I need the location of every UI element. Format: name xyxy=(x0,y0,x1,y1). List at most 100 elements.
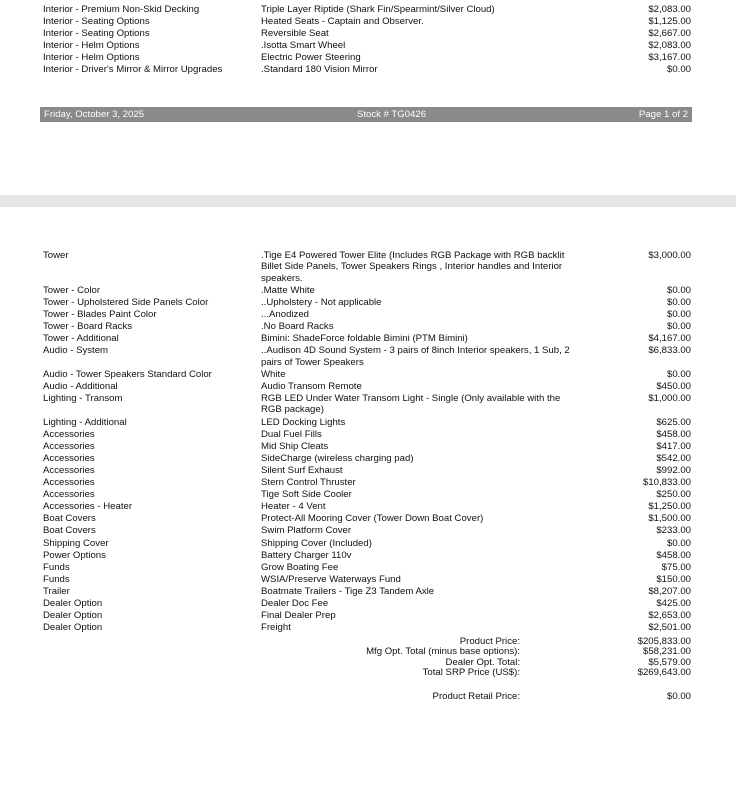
line-item: Audio - Additional Audio Transom Remote $4… xyxy=(43,381,691,393)
line-item: Lighting - Additional LED Docking Lights $… xyxy=(43,417,691,429)
item-item: Interior - Seating Options xyxy=(43,28,150,40)
item-item: Boat Covers xyxy=(43,513,96,525)
item-description: Tige Soft Side Cooler xyxy=(261,489,352,501)
footer-date: Friday, October 3, 2025 xyxy=(44,109,145,120)
total-label: Product Price: xyxy=(459,636,520,647)
footer-page: Page 1 of 2 xyxy=(638,109,688,120)
item-description: Heater - 4 Vent xyxy=(261,501,326,513)
line-item: Accessories - Heater Heater - 4 Vent $1,25… xyxy=(43,501,691,513)
item-description: Bimini: ShadeForce foldable Bimini (PTM … xyxy=(261,333,468,345)
item-price: $458.00 xyxy=(656,428,691,440)
line-item: Accessories Stern Control Thruster $10,833… xyxy=(43,477,691,489)
item-item: Audio - System xyxy=(43,345,109,357)
item-description: Heated Seats - Captain and Observer. xyxy=(261,16,424,28)
item-description: .Tige E4 Powered Tower Elite (Includes R… xyxy=(261,250,565,284)
item-item: Accessories - Heater xyxy=(43,501,133,513)
item-price: $0.00 xyxy=(666,64,691,76)
item-description: Audio Transom Remote xyxy=(261,380,362,392)
footer-stock: Stock # TG0426 xyxy=(356,109,427,120)
line-item: Tower .Tige E4 Powered Tower Elite (Inclu… xyxy=(43,250,691,285)
item-description: .No Board Racks xyxy=(261,321,334,333)
item-price: $1,250.00 xyxy=(648,501,691,513)
item-item: Audio - Additional xyxy=(43,380,118,392)
item-price: $3,000.00 xyxy=(648,250,691,261)
item-description: RGB LED Under Water Transom Light - Sing… xyxy=(261,393,561,416)
line-item: Tower - Additional Bimini: ShadeForce fol… xyxy=(43,333,691,345)
item-description: Triple Layer Riptide (Shark Fin/Spearmin… xyxy=(261,4,495,15)
item-price: $542.00 xyxy=(656,452,691,464)
item-price: $625.00 xyxy=(656,416,691,428)
total-value: $58,231.00 xyxy=(642,646,691,658)
item-item: Accessories xyxy=(43,452,95,464)
item-price: $450.00 xyxy=(656,380,691,392)
total-value: $205,833.00 xyxy=(637,636,691,647)
item-item: Interior - Helm Options xyxy=(43,52,140,64)
total-value: $5,579.00 xyxy=(648,656,691,668)
item-item: Tower - Board Racks xyxy=(43,321,133,333)
line-item: Tower - Upholstered Side Panels Color ..U… xyxy=(43,297,691,309)
item-description: WSIA/Preserve Waterways Fund xyxy=(261,573,401,585)
item-price: $425.00 xyxy=(656,597,691,609)
item-description: ..Audison 4D Sound System - 3 pairs of 8… xyxy=(261,345,570,368)
total-row: Total SRP Price (US$): $269,643.00 xyxy=(43,667,691,679)
item-item: Interior - Seating Options xyxy=(43,16,150,28)
line-item: Boat Covers Swim Platform Cover $233.00 xyxy=(43,525,691,537)
item-description: Battery Charger 110v xyxy=(261,549,352,561)
item-price: $75.00 xyxy=(661,561,691,573)
item-price: $8,207.00 xyxy=(648,585,691,597)
item-price: $3,167.00 xyxy=(648,52,691,64)
item-item: Trailer xyxy=(43,585,70,597)
line-item: Interior - Seating Options Reversible Sea… xyxy=(43,28,691,40)
item-item: Accessories xyxy=(43,489,95,501)
line-item: Accessories Silent Surf Exhaust $992.00 xyxy=(43,465,691,477)
item-item: Tower - Additional xyxy=(43,333,119,345)
item-description: Dual Fuel Fills xyxy=(261,428,322,440)
page2-rows: Tower .Tige E4 Powered Tower Elite (Inclu… xyxy=(43,250,691,634)
item-description: .Isotta Smart Wheel xyxy=(261,40,346,52)
line-item: Funds Grow Boating Fee $75.00 xyxy=(43,562,691,574)
item-description: Boatmate Trailers - Tige Z3 Tandem Axle xyxy=(261,585,435,597)
item-item: Tower - Upholstered Side Panels Color xyxy=(43,297,209,308)
total-label: Total SRP Price (US$): xyxy=(422,667,520,679)
item-price: $992.00 xyxy=(656,464,691,476)
item-description: White xyxy=(261,368,286,380)
total-value: $269,643.00 xyxy=(637,667,691,679)
line-item: Accessories SideCharge (wireless charging… xyxy=(43,453,691,465)
item-item: Audio - Tower Speakers Standard Color xyxy=(43,368,212,380)
item-item: Accessories xyxy=(43,464,95,476)
item-item: Tower - Blades Paint Color xyxy=(43,309,157,321)
item-price: $458.00 xyxy=(656,549,691,561)
item-description: Shipping Cover (Included) xyxy=(261,537,372,549)
line-item: Interior - Helm Options .Isotta Smart Whe… xyxy=(43,40,691,52)
item-item: Accessories xyxy=(43,428,95,440)
line-item: Power Options Battery Charger 110v $458.00 xyxy=(43,550,691,562)
line-item: Interior - Premium Non-Skid Decking Tripl… xyxy=(43,4,691,16)
item-description: ...Anodized xyxy=(261,309,310,321)
item-price: $1,000.00 xyxy=(648,393,691,405)
retail-value: $0.00 xyxy=(666,691,691,702)
item-item: Tower - Color xyxy=(43,284,101,296)
item-description: .Standard 180 Vision Mirror xyxy=(261,64,378,76)
item-description: LED Docking Lights xyxy=(261,416,346,428)
total-row: Mfg Opt. Total (minus base options): $58,… xyxy=(43,646,691,658)
retail-label: Product Retail Price: xyxy=(432,691,520,702)
line-item: Interior - Driver's Mirror & Mirror Upgr… xyxy=(43,64,691,76)
item-description: Protect-All Mooring Cover (Tower Down Bo… xyxy=(261,513,484,525)
item-item: Dealer Option xyxy=(43,597,103,609)
item-price: $10,833.00 xyxy=(642,477,691,489)
item-price: $233.00 xyxy=(656,525,691,537)
item-item: Boat Covers xyxy=(43,525,96,537)
total-row: Product Price: $205,833.00 xyxy=(43,636,691,647)
retail-row: Product Retail Price: $0.00 xyxy=(43,691,691,702)
item-item: Power Options xyxy=(43,549,106,561)
item-description: Mid Ship Cleats xyxy=(261,440,329,452)
item-item: Interior - Premium Non-Skid Decking xyxy=(43,4,200,15)
item-price: $2,501.00 xyxy=(648,622,691,634)
item-description: Grow Boating Fee xyxy=(261,561,339,573)
line-item: Accessories Tige Soft Side Cooler $250.00 xyxy=(43,489,691,501)
line-item: Funds WSIA/Preserve Waterways Fund $150.00 xyxy=(43,574,691,586)
item-price: $2,667.00 xyxy=(648,28,691,40)
item-item: Lighting - Additional xyxy=(43,416,127,428)
item-price: $1,125.00 xyxy=(648,16,691,28)
line-item: Dealer Option Dealer Doc Fee $425.00 xyxy=(43,598,691,610)
